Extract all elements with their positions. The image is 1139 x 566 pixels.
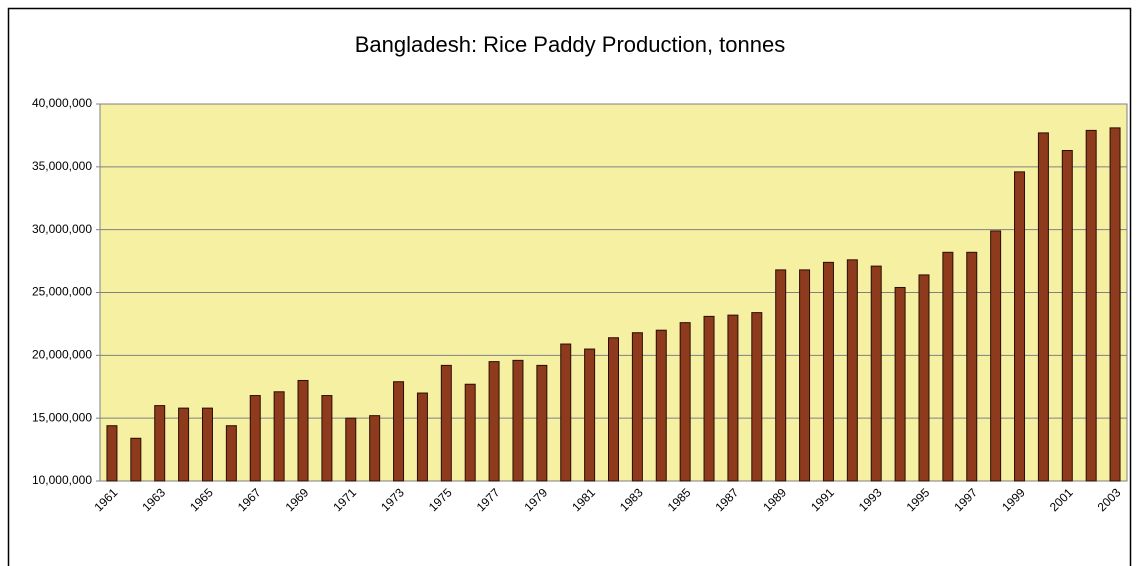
bar	[870, 265, 882, 482]
y-tick-label: 30,000,000	[32, 222, 92, 236]
bar	[799, 269, 811, 482]
bar	[775, 269, 787, 482]
bar	[703, 315, 715, 482]
bar	[966, 251, 978, 482]
bar	[416, 392, 428, 482]
bar	[990, 230, 1002, 482]
bar	[249, 395, 261, 482]
bar	[1085, 129, 1097, 482]
bar	[846, 259, 858, 482]
bar	[106, 425, 118, 482]
bar	[727, 314, 739, 482]
bar	[679, 322, 691, 482]
bar	[822, 261, 834, 482]
bar	[655, 329, 667, 482]
bar	[584, 348, 596, 482]
bar	[1037, 132, 1049, 482]
bar	[130, 437, 142, 482]
bar	[273, 391, 285, 482]
bar	[1109, 127, 1121, 482]
y-tick-label: 35,000,000	[32, 159, 92, 173]
bar	[464, 383, 476, 482]
bar	[631, 332, 643, 482]
bar	[512, 359, 524, 482]
bar	[225, 425, 237, 482]
bar	[488, 361, 500, 482]
bar	[560, 343, 572, 482]
bar	[918, 274, 930, 482]
y-tick-label: 15,000,000	[32, 410, 92, 424]
bar	[154, 405, 166, 482]
bar	[297, 379, 309, 482]
bar	[345, 417, 357, 482]
chart-title: Bangladesh: Rice Paddy Production, tonne…	[355, 32, 786, 57]
bar	[942, 251, 954, 482]
bar	[321, 395, 333, 482]
y-tick-label: 25,000,000	[32, 285, 92, 299]
bar	[608, 337, 619, 482]
bar	[536, 364, 548, 482]
bar	[178, 407, 190, 482]
bar	[1061, 149, 1073, 482]
y-tick-label: 10,000,000	[32, 473, 92, 487]
y-tick-label: 20,000,000	[32, 348, 92, 362]
bar	[894, 286, 906, 482]
bar	[369, 415, 381, 482]
bar	[201, 407, 213, 482]
y-tick-label: 40,000,000	[32, 96, 92, 110]
bar	[751, 312, 763, 482]
bar	[440, 364, 452, 482]
bar	[1014, 171, 1026, 482]
bar	[393, 381, 405, 482]
